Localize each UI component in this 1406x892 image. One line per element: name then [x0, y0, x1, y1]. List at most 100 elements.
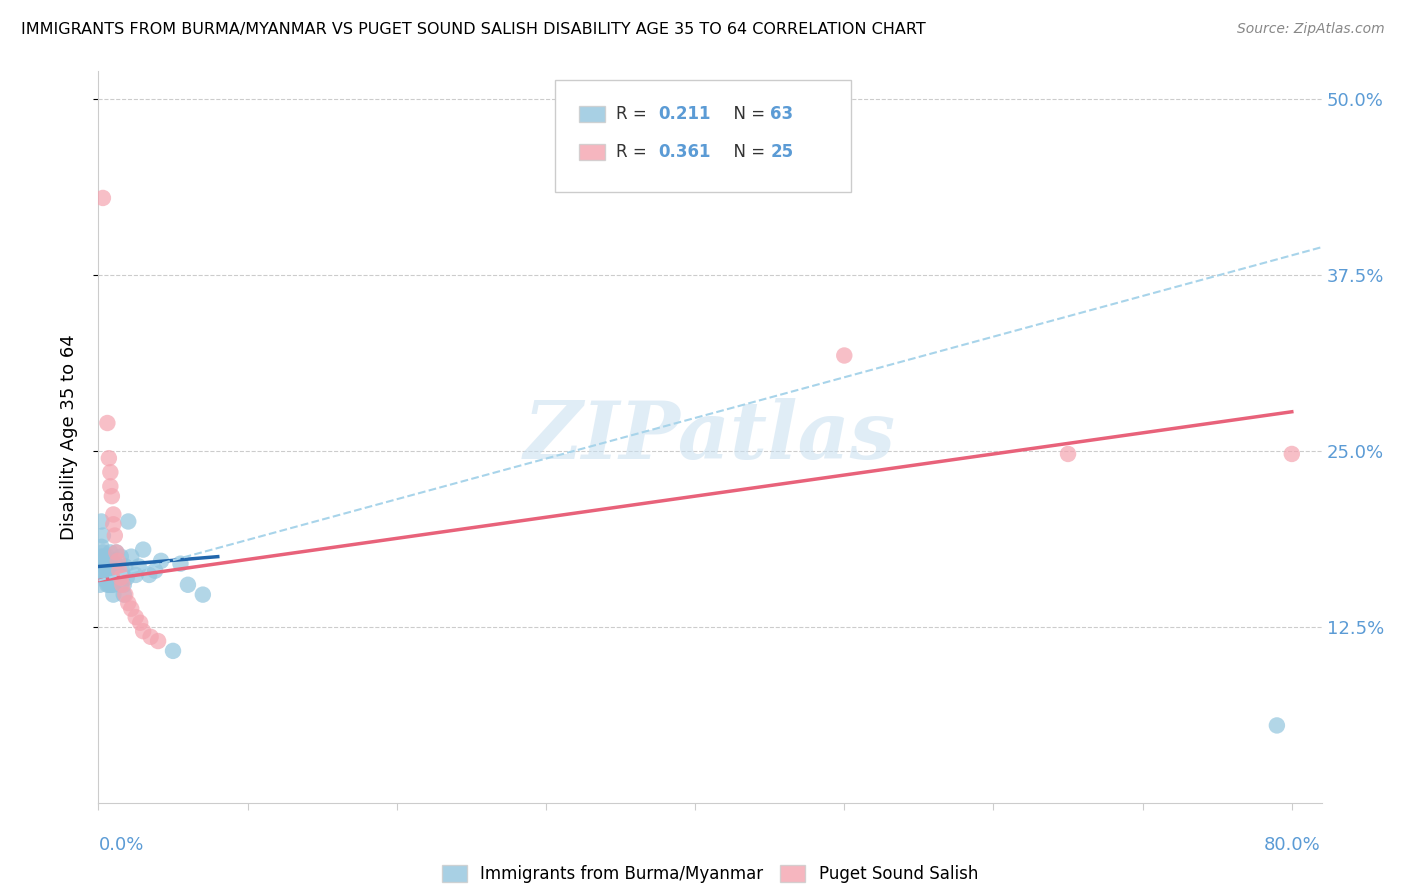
Y-axis label: Disability Age 35 to 64: Disability Age 35 to 64: [59, 334, 77, 540]
Point: [103, 564, 125, 578]
Text: 0.211: 0.211: [658, 105, 710, 123]
Point: [97, 451, 120, 466]
Point: [103, 578, 125, 592]
Point: [114, 588, 136, 602]
Point: [97, 564, 120, 578]
Point: [93, 559, 115, 574]
Text: R =: R =: [616, 143, 652, 161]
Point: [120, 549, 142, 564]
Point: [97, 559, 120, 574]
Point: [97, 574, 120, 588]
Point: [107, 554, 129, 568]
Point: [132, 542, 155, 557]
Point: [110, 549, 132, 564]
Point: [103, 517, 125, 532]
Point: [1265, 718, 1288, 732]
Point: [103, 588, 125, 602]
Point: [128, 559, 150, 574]
Point: [89, 557, 111, 571]
Point: [96, 571, 118, 585]
Point: [138, 568, 160, 582]
Point: [90, 540, 112, 554]
Text: N =: N =: [723, 105, 770, 123]
Point: [112, 578, 135, 592]
Point: [101, 489, 124, 503]
Point: [90, 549, 112, 564]
Point: [125, 568, 148, 582]
Point: [103, 508, 125, 522]
Point: [98, 564, 121, 578]
Point: [162, 644, 184, 658]
Point: [117, 596, 139, 610]
Point: [112, 588, 135, 602]
Point: [105, 545, 128, 559]
Point: [104, 528, 127, 542]
Text: N =: N =: [723, 143, 770, 161]
Point: [146, 634, 169, 648]
Point: [91, 545, 114, 559]
Point: [1281, 447, 1303, 461]
Point: [111, 578, 134, 592]
Point: [89, 578, 111, 592]
Point: [96, 416, 118, 430]
Point: [98, 465, 121, 479]
Point: [96, 564, 118, 578]
Point: [94, 574, 117, 588]
Point: [93, 549, 115, 564]
Point: [94, 559, 117, 574]
Point: [90, 515, 112, 529]
Point: [105, 545, 128, 559]
Point: [94, 554, 117, 568]
Point: [150, 554, 173, 568]
Point: [117, 515, 139, 529]
Point: [143, 564, 166, 578]
Point: [115, 571, 138, 585]
Point: [94, 571, 117, 585]
Point: [98, 479, 121, 493]
Point: [91, 528, 114, 542]
Point: [114, 559, 136, 574]
Point: [97, 578, 120, 592]
Point: [129, 615, 152, 630]
Point: [110, 571, 132, 585]
Point: [132, 624, 155, 639]
Point: [832, 349, 855, 363]
Text: R =: R =: [616, 105, 652, 123]
Point: [111, 564, 134, 578]
Point: [139, 630, 162, 644]
Text: ZIPatlas: ZIPatlas: [524, 399, 896, 475]
Text: 25: 25: [770, 143, 793, 161]
Text: 63: 63: [770, 105, 793, 123]
Point: [191, 588, 214, 602]
Point: [98, 571, 121, 585]
Point: [104, 568, 127, 582]
Point: [97, 568, 120, 582]
Point: [101, 559, 124, 574]
Point: [98, 545, 121, 559]
Point: [169, 557, 191, 571]
Point: [91, 191, 114, 205]
Point: [101, 568, 124, 582]
Point: [91, 554, 114, 568]
Point: [125, 610, 148, 624]
Text: 80.0%: 80.0%: [1264, 836, 1320, 854]
Text: Source: ZipAtlas.com: Source: ZipAtlas.com: [1237, 22, 1385, 37]
Text: IMMIGRANTS FROM BURMA/MYANMAR VS PUGET SOUND SALISH DISABILITY AGE 35 TO 64 CORR: IMMIGRANTS FROM BURMA/MYANMAR VS PUGET S…: [21, 22, 925, 37]
Point: [1057, 447, 1080, 461]
Legend: Immigrants from Burma/Myanmar, Puget Sound Salish: Immigrants from Burma/Myanmar, Puget Sou…: [436, 858, 984, 889]
Text: 0.0%: 0.0%: [98, 836, 143, 854]
Point: [97, 554, 120, 568]
Text: 0.361: 0.361: [658, 143, 710, 161]
Point: [107, 568, 129, 582]
Point: [108, 568, 131, 582]
Point: [108, 564, 131, 578]
Point: [177, 578, 200, 592]
Point: [96, 557, 118, 571]
Point: [96, 549, 118, 564]
Point: [96, 578, 118, 592]
Point: [98, 578, 121, 592]
Point: [104, 557, 127, 571]
Point: [101, 578, 124, 592]
Point: [105, 571, 128, 585]
Point: [94, 564, 117, 578]
